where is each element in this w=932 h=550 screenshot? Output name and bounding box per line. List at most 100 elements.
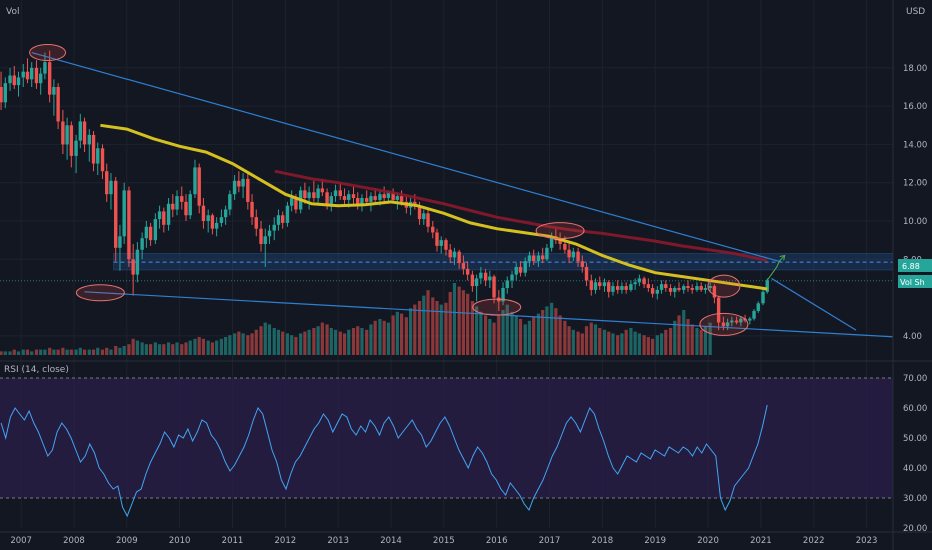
candle-body-46 [201,205,206,221]
candle-body-76 [333,190,338,197]
volume-bar-63 [276,329,281,355]
candle-16 [69,121,74,168]
candle-body-86 [378,194,382,200]
candle-body-4 [16,77,21,86]
candle-22 [96,142,100,176]
volume-bar-1 [3,351,7,355]
candle-body-104 [457,251,461,264]
candle-body-108 [474,278,479,287]
candle-76 [333,184,338,202]
candle-30 [131,243,135,296]
candle-14 [61,109,65,154]
candle-40 [175,190,179,216]
candle-171 [752,309,756,321]
volume-bar-140 [616,335,620,355]
candle-154 [677,282,681,292]
candle-body-98 [431,226,435,233]
candle-body-99 [435,232,439,246]
candle-body-156 [686,286,690,288]
volume-bar-103 [452,283,457,355]
candle-body-24 [105,171,109,195]
volume-bar-86 [378,319,382,355]
volume-bar-51 [224,337,228,355]
candle-body-165 [725,322,730,327]
highlight-ellipse-5 [699,312,749,336]
volume-bar-118 [518,319,523,355]
volume-bar-137 [602,329,607,355]
candle-body-19 [82,121,87,145]
candlesticks [0,50,769,331]
volume-bar-91 [399,313,404,355]
candle-159 [699,282,703,292]
candle-168 [739,316,743,327]
candle-body-10 [43,62,47,74]
volume-bar-159 [699,329,703,355]
candle-body-130 [571,251,576,258]
volume-bar-141 [620,333,624,355]
candle-body-49 [214,222,219,229]
volume-bar-99 [435,301,439,355]
highlight-ellipse-2 [472,298,522,316]
candle-body-41 [180,196,184,202]
volume-bar-149 [655,335,659,355]
volume-bar-35 [153,342,157,355]
candle-112 [492,274,496,304]
candle-63 [276,209,281,231]
candle-body-50 [219,217,224,223]
candle-body-139 [611,286,615,292]
volume-bar-72 [316,326,320,355]
volume-bar-127 [558,315,562,355]
candle-body-131 [576,251,580,262]
volume-bar-49 [215,340,219,355]
candle-body-47 [206,215,210,221]
candle-body-59 [259,228,263,244]
volume-bar-95 [417,301,422,355]
candle-body-12 [52,87,56,95]
candle-body-15 [65,125,69,145]
candle-17 [74,134,78,174]
candle-body-83 [365,198,369,202]
volume-bar-114 [501,310,505,355]
candle-53 [232,175,237,200]
time-tick-6: 2013 [327,536,349,546]
volume-bar-124 [545,306,549,355]
candle-26 [114,176,118,262]
time-tick-15: 2022 [803,536,825,546]
candle-body-107 [470,274,475,287]
projection-arrow [766,255,786,281]
volume-bar-143 [629,328,633,355]
candle-20 [87,129,91,162]
candle-105 [461,255,466,275]
candle-body-115 [505,280,509,288]
candle-127 [558,232,562,250]
candle-139 [611,282,615,296]
candle-body-2 [8,75,12,84]
volume-bar-27 [118,347,122,355]
volume-bar-29 [127,344,131,355]
candle-body-75 [329,196,334,204]
candle-135 [593,278,598,294]
candle-body-117 [514,266,518,275]
candle-114 [501,282,505,306]
volume-bar-111 [488,319,492,355]
candle-body-14 [61,121,65,145]
volume-bar-84 [369,324,373,355]
candle-body-45 [197,167,201,206]
candle-body-56 [246,178,250,202]
volume-bar-21 [91,349,96,355]
candle-70 [307,186,311,210]
volume-bar-85 [373,320,377,355]
candle-55 [241,173,245,199]
candle-35 [153,213,158,244]
price-tick-4: 10.00 [903,217,927,227]
candle-body-79 [347,194,351,200]
candle-body-8 [34,67,39,84]
volume-bar-43 [188,340,192,355]
candle-121 [531,249,536,266]
candle-body-18 [78,121,83,141]
candle-body-163 [716,297,721,323]
candle-46 [201,198,206,229]
volume-bar-90 [395,311,399,355]
highlight-ellipse-0 [29,44,67,62]
